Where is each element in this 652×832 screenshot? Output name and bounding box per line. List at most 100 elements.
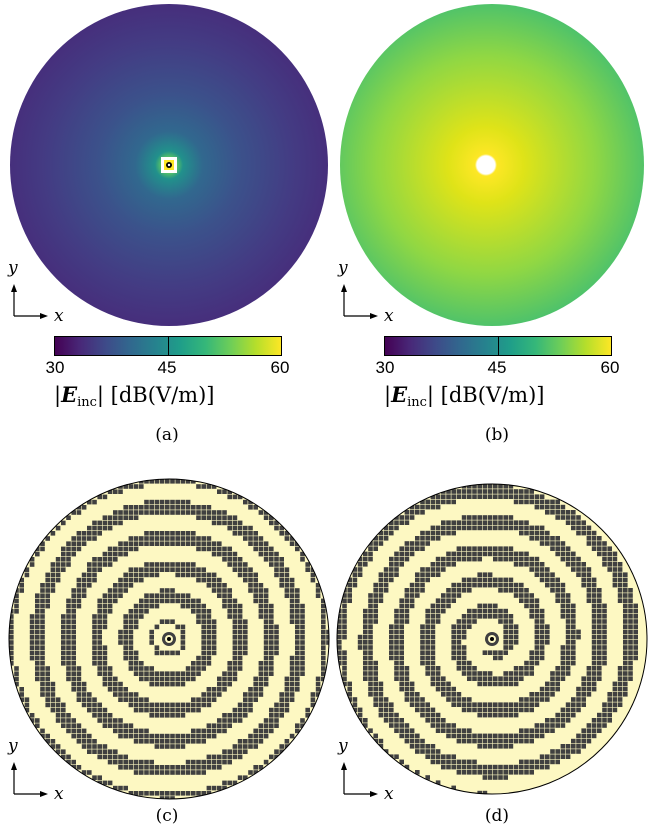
metal-pixel	[446, 598, 451, 603]
metal-pixel	[565, 614, 571, 619]
metal-pixel	[128, 635, 134, 640]
metal-pixel	[206, 541, 212, 546]
metal-pixel	[425, 702, 430, 707]
metal-pixel	[420, 499, 425, 505]
metal-pixel	[498, 582, 503, 588]
metal-pixel	[232, 624, 238, 630]
metal-pixel	[175, 739, 180, 744]
metal-pixel	[389, 629, 394, 635]
metal-pixel	[206, 484, 212, 489]
metal-pixel	[71, 609, 76, 614]
metal-pixel	[571, 551, 576, 557]
metal-pixel	[211, 754, 217, 760]
metal-pixel	[487, 707, 493, 713]
metal-pixel	[76, 536, 82, 541]
metal-pixel	[97, 494, 102, 500]
metal-pixel	[571, 510, 576, 515]
metal-pixel	[461, 619, 467, 624]
metal-pixel	[40, 614, 45, 619]
metal-pixel	[175, 681, 180, 687]
metal-pixel	[409, 681, 415, 687]
metal-pixel	[29, 557, 35, 562]
metal-pixel	[217, 687, 222, 692]
metal-pixel	[92, 661, 97, 666]
metal-pixel	[217, 515, 222, 520]
metal-pixel	[363, 645, 368, 650]
metal-pixel	[389, 562, 394, 567]
metal-pixel	[529, 499, 534, 505]
metal-pixel	[591, 614, 597, 619]
metal-pixel	[456, 556, 462, 562]
metal-pixel	[113, 489, 118, 494]
metal-pixel	[289, 676, 295, 682]
metal-pixel	[430, 603, 436, 609]
metal-pixel	[76, 723, 82, 728]
metal-pixel	[61, 650, 66, 656]
metal-pixel	[35, 650, 40, 656]
metal-pixel	[211, 510, 217, 515]
metal-pixel	[368, 629, 373, 635]
metal-pixel	[258, 583, 264, 588]
metal-pixel	[217, 541, 222, 546]
metal-pixel	[539, 619, 545, 624]
metal-pixel	[597, 723, 602, 728]
metal-pixel	[107, 588, 113, 593]
metal-pixel	[149, 629, 154, 635]
metal-pixel	[269, 723, 274, 728]
metal-pixel	[196, 619, 201, 624]
metal-pixel	[357, 572, 363, 577]
metal-pixel	[586, 582, 592, 588]
metal-pixel	[217, 520, 222, 526]
metal-pixel	[97, 666, 102, 671]
metal-pixel	[279, 749, 284, 754]
metal-pixel	[107, 749, 113, 754]
metal-pixel	[550, 718, 555, 723]
metal-pixel	[404, 593, 410, 598]
metal-pixel	[295, 640, 300, 645]
metal-pixel	[149, 598, 154, 604]
metal-pixel	[472, 764, 477, 770]
metal-pixel	[487, 614, 493, 619]
metal-pixel	[71, 614, 76, 619]
metal-pixel	[591, 582, 597, 588]
metal-pixel	[430, 676, 436, 681]
metal-pixel	[107, 557, 113, 562]
metal-pixel	[420, 629, 425, 635]
metal-pixel	[591, 598, 597, 603]
metal-pixel	[128, 484, 134, 489]
metal-pixel	[170, 681, 175, 687]
metal-pixel	[92, 655, 97, 661]
metal-pixel	[149, 479, 154, 484]
metal-pixel	[139, 697, 144, 702]
metal-pixel	[441, 692, 446, 697]
metal-pixel	[555, 499, 560, 505]
x-axis-label-b: x	[384, 306, 394, 326]
metal-pixel	[456, 645, 462, 650]
metal-pixel	[253, 744, 258, 749]
metal-pixel	[113, 676, 118, 682]
metal-pixel	[602, 546, 607, 551]
metal-pixel	[456, 697, 462, 702]
metal-pixel	[493, 770, 498, 775]
metal-pixel	[571, 744, 576, 749]
metal-pixel	[107, 723, 113, 728]
metal-pixel	[227, 681, 232, 687]
metal-pixel	[87, 583, 92, 588]
metal-pixel	[196, 791, 201, 796]
metal-pixel	[493, 582, 498, 588]
metal-pixel	[565, 510, 571, 515]
metal-pixel	[154, 531, 160, 536]
metal-pixel	[237, 707, 243, 713]
metal-pixel	[430, 754, 436, 759]
metal-pixel	[206, 655, 212, 661]
metal-pixel	[175, 505, 180, 510]
metal-pixel	[420, 588, 425, 593]
metal-pixel	[477, 681, 482, 687]
metal-pixel	[232, 650, 238, 656]
metal-pixel	[300, 624, 305, 630]
metal-pixel	[295, 671, 300, 676]
metal-pixel	[617, 582, 623, 588]
metal-pixel	[503, 634, 508, 640]
metal-pixel	[628, 671, 633, 676]
metal-pixel	[81, 536, 87, 541]
